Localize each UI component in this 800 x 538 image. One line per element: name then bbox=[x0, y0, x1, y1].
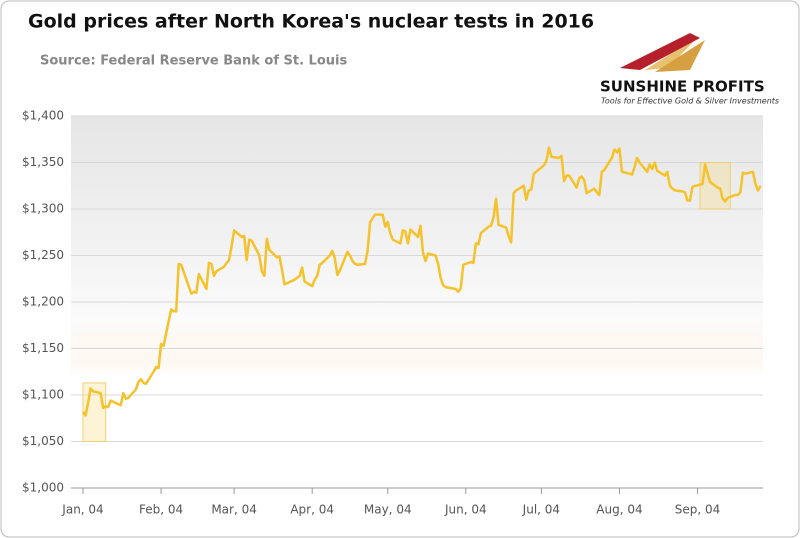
logo-stripe bbox=[655, 40, 705, 72]
y-tick-label: $1,200 bbox=[22, 295, 64, 309]
price-line bbox=[81, 146, 762, 417]
x-tick-label: May, 04 bbox=[364, 503, 412, 517]
x-tick-label: Apr, 04 bbox=[290, 503, 334, 517]
logo: SUNSHINE PROFITS Tools for Effective Gol… bbox=[600, 33, 779, 106]
logo-stripe bbox=[620, 33, 700, 70]
x-tick-label: Jul, 04 bbox=[522, 503, 560, 517]
y-tick-label: $1,100 bbox=[22, 388, 64, 402]
y-tick-label: $1,000 bbox=[22, 481, 64, 495]
x-tick-label: Jan, 04 bbox=[61, 503, 103, 517]
x-tick-label: Aug, 04 bbox=[596, 503, 642, 517]
chart-subtitle: Source: Federal Reserve Bank of St. Loui… bbox=[40, 54, 347, 69]
y-tick-label: $1,350 bbox=[22, 155, 64, 169]
y-tick-label: $1,400 bbox=[22, 109, 64, 123]
y-tick-label: $1,300 bbox=[22, 202, 64, 216]
x-tick-label: Jun, 04 bbox=[444, 503, 487, 517]
y-tick-label: $1,050 bbox=[22, 434, 64, 448]
logo-tagline: Tools for Effective Gold & Silver Invest… bbox=[601, 97, 779, 106]
y-tick-label: $1,150 bbox=[22, 341, 64, 355]
chart-title: Gold prices after North Korea's nuclear … bbox=[28, 11, 594, 33]
y-tick-label: $1,250 bbox=[22, 248, 64, 262]
x-tick-label: Feb, 04 bbox=[139, 503, 183, 517]
x-tick-label: Mar, 04 bbox=[211, 503, 257, 517]
x-tick-label: Sep, 04 bbox=[675, 503, 721, 517]
logo-name: SUNSHINE PROFITS bbox=[600, 78, 765, 96]
